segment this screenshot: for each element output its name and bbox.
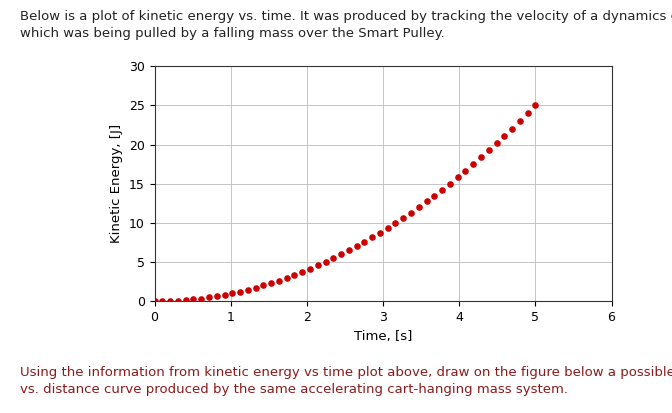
Point [180, 297, 191, 304]
Point [476, 154, 487, 161]
Point [297, 269, 308, 275]
Point [188, 296, 199, 303]
Point [483, 147, 494, 154]
Point [491, 140, 502, 147]
Point [398, 214, 409, 221]
Point [235, 288, 245, 295]
Point [149, 298, 160, 305]
Point [274, 277, 284, 284]
Point [530, 102, 541, 109]
Point [343, 247, 354, 254]
Point [157, 298, 168, 305]
Point [312, 262, 323, 269]
Point [515, 118, 526, 124]
X-axis label: Time, [s]: Time, [s] [354, 330, 412, 343]
Point [468, 161, 478, 167]
Point [250, 285, 261, 291]
Point [413, 204, 424, 210]
Point [374, 230, 385, 236]
Point [258, 282, 269, 289]
Y-axis label: Kinetic Energy, [J]: Kinetic Energy, [J] [110, 124, 124, 243]
Point [499, 133, 509, 139]
Text: Below is a plot of kinetic energy vs. time. It was produced by tracking the velo: Below is a plot of kinetic energy vs. ti… [20, 10, 672, 40]
Point [367, 234, 378, 241]
Point [452, 174, 463, 180]
Point [165, 298, 175, 304]
Point [304, 266, 315, 272]
Point [351, 243, 362, 249]
Point [243, 287, 253, 293]
Point [390, 220, 401, 226]
Point [429, 192, 439, 199]
Point [437, 186, 448, 193]
Point [444, 180, 455, 187]
Point [382, 225, 393, 231]
Point [522, 110, 533, 116]
Point [282, 275, 292, 281]
Point [320, 259, 331, 265]
Point [328, 255, 339, 261]
Point [265, 280, 276, 286]
Point [196, 295, 206, 302]
Point [336, 251, 347, 258]
Point [219, 292, 230, 298]
Point [421, 198, 432, 205]
Point [212, 293, 222, 299]
Point [173, 297, 183, 304]
Point [406, 209, 417, 216]
Point [359, 239, 370, 245]
Point [227, 290, 238, 297]
Text: Using the information from kinetic energy vs time plot above, draw on the figure: Using the information from kinetic energ… [20, 366, 672, 396]
Point [204, 294, 214, 301]
Point [289, 272, 300, 278]
Point [507, 125, 517, 132]
Point [460, 167, 471, 174]
